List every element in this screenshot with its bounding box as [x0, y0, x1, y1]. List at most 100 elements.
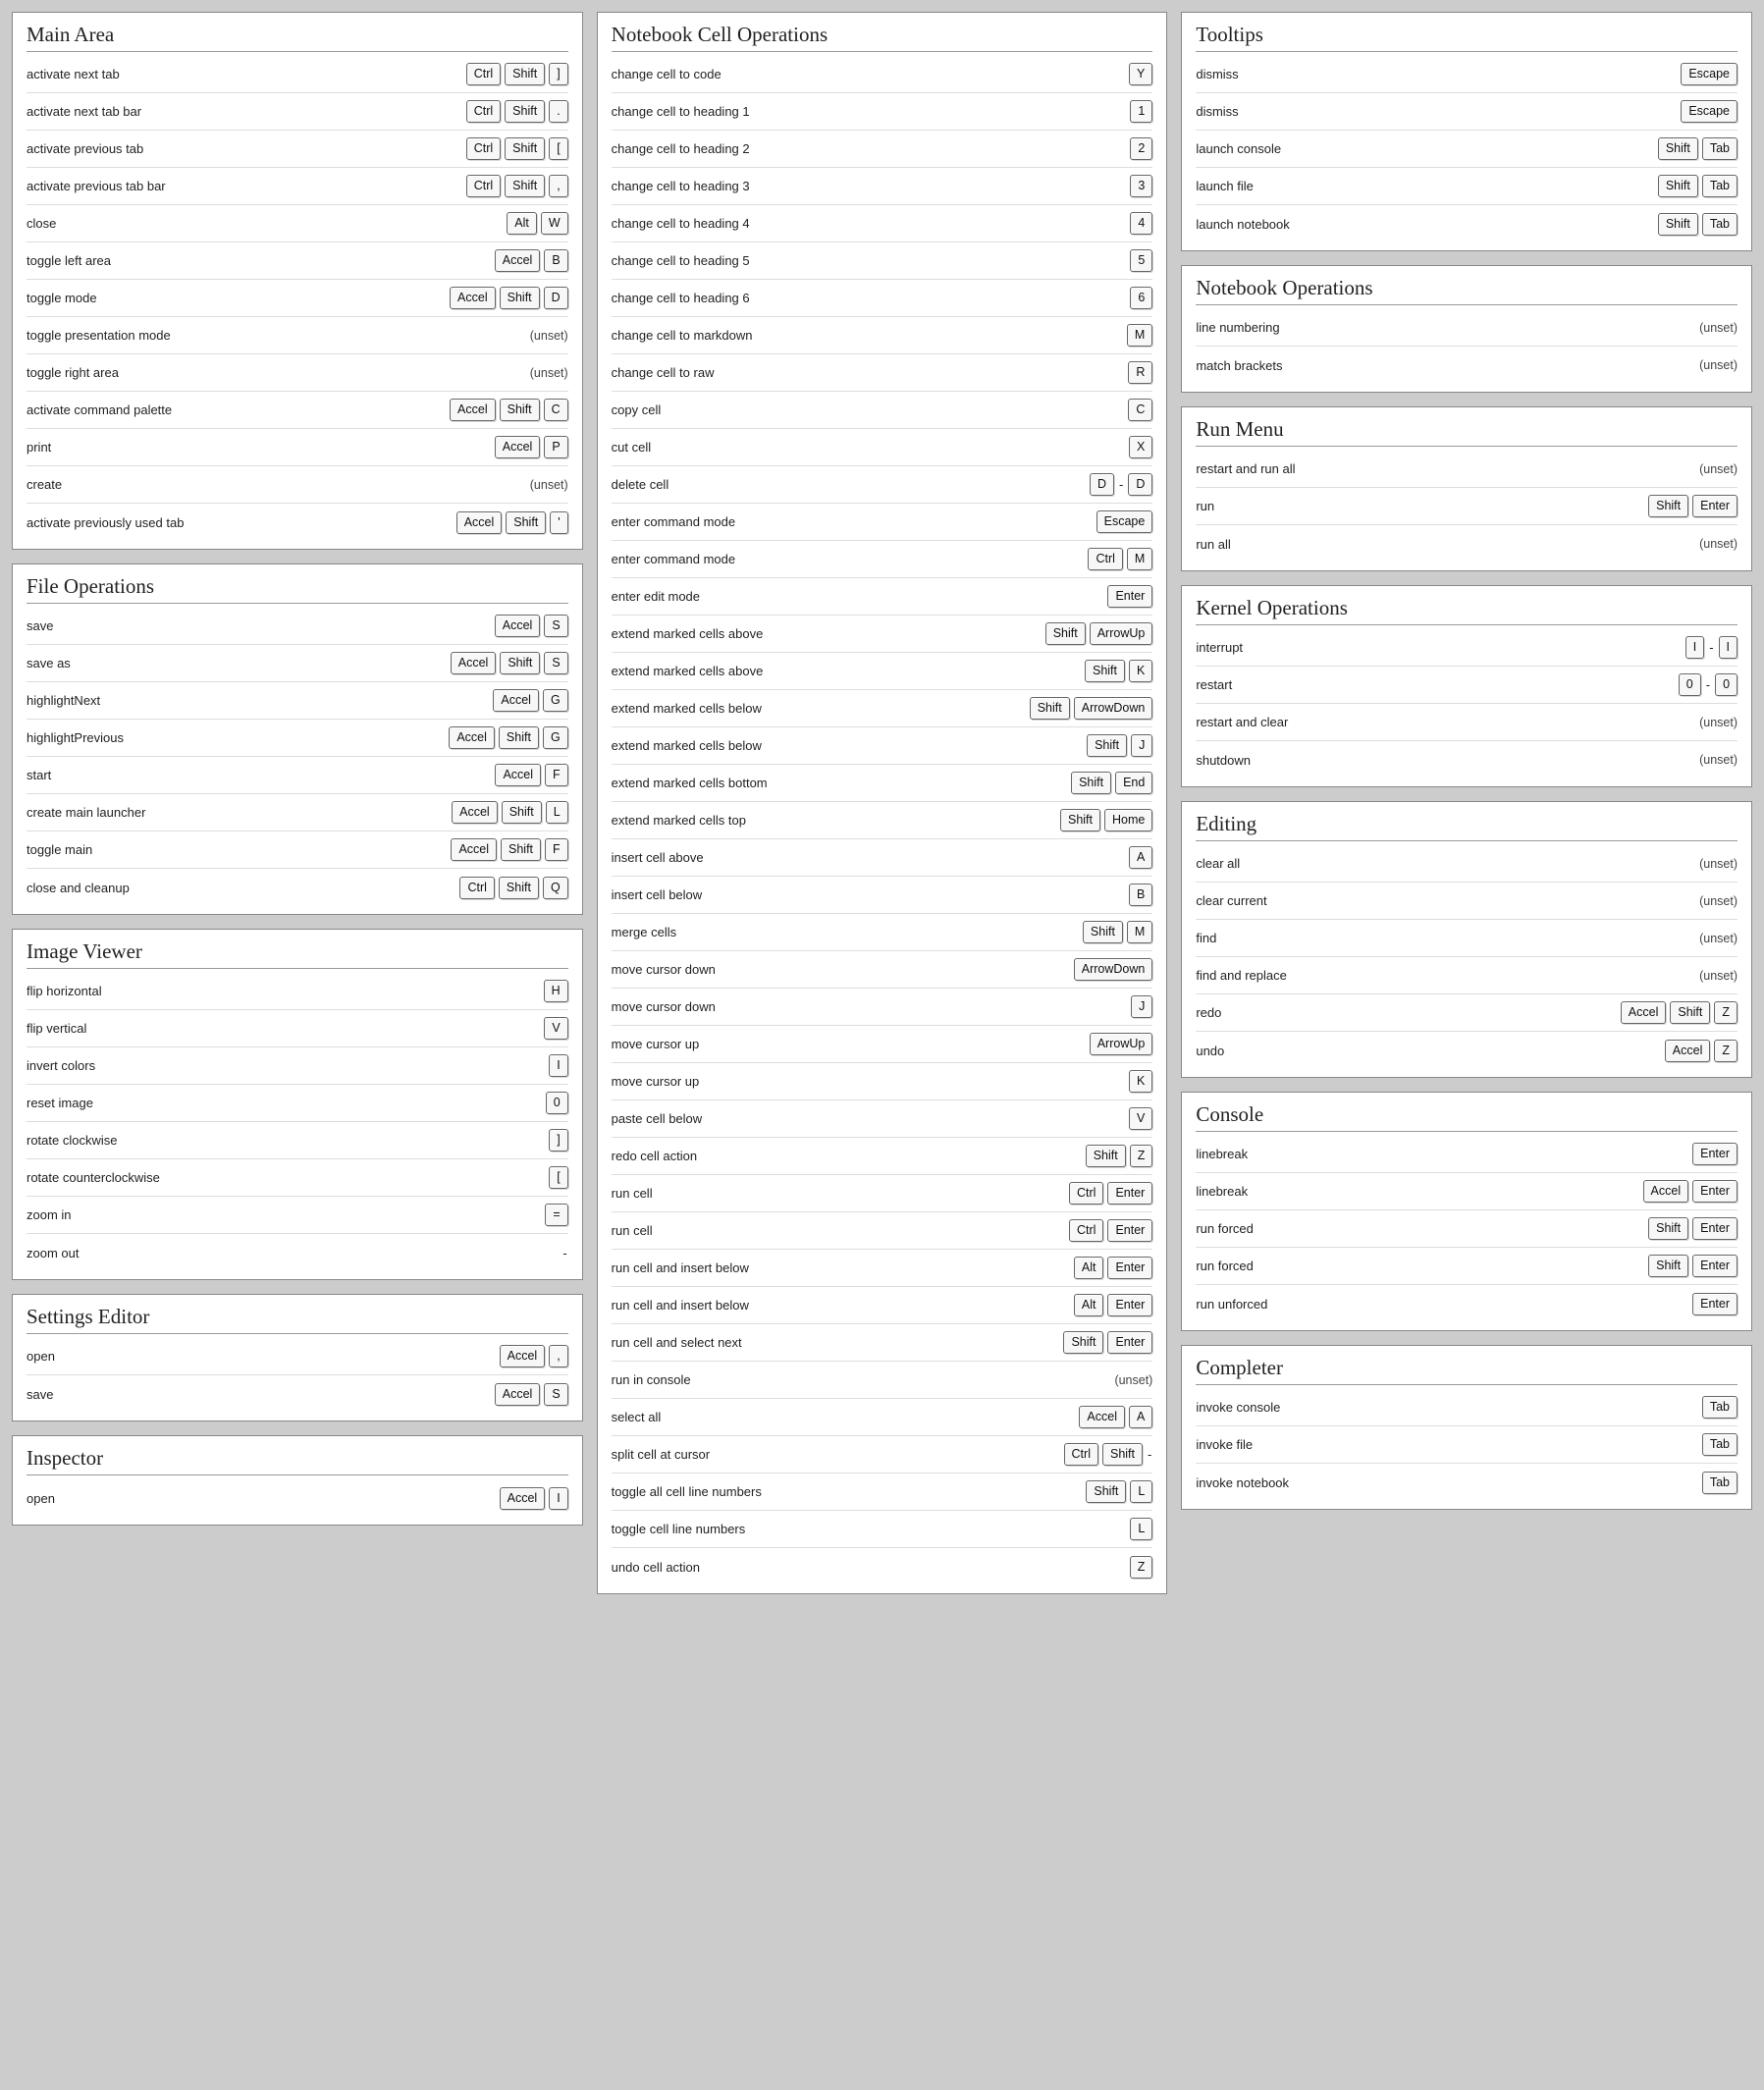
- shortcut-row[interactable]: change cell to codeY: [612, 56, 1153, 93]
- shortcut-row[interactable]: insert cell aboveA: [612, 839, 1153, 877]
- shortcut-row[interactable]: split cell at cursorCtrlShift-: [612, 1436, 1153, 1474]
- shortcut-row[interactable]: toggle presentation mode(unset): [27, 317, 568, 354]
- shortcut-row[interactable]: move cursor downArrowDown: [612, 951, 1153, 989]
- shortcut-row[interactable]: printAccelP: [27, 429, 568, 466]
- shortcut-row[interactable]: delete cellD-D: [612, 466, 1153, 504]
- shortcut-row[interactable]: runShiftEnter: [1196, 488, 1737, 525]
- shortcut-row[interactable]: rotate counterclockwise[: [27, 1159, 568, 1197]
- shortcut-row[interactable]: select allAccelA: [612, 1399, 1153, 1436]
- shortcut-row[interactable]: zoom out-: [27, 1234, 568, 1271]
- shortcut-row[interactable]: paste cell belowV: [612, 1100, 1153, 1138]
- shortcut-row[interactable]: activate command paletteAccelShiftC: [27, 392, 568, 429]
- shortcut-row[interactable]: reset image0: [27, 1085, 568, 1122]
- shortcut-row[interactable]: restart0-0: [1196, 667, 1737, 704]
- shortcut-row[interactable]: move cursor upK: [612, 1063, 1153, 1100]
- shortcut-row[interactable]: flip horizontalH: [27, 973, 568, 1010]
- shortcut-row[interactable]: find and replace(unset): [1196, 957, 1737, 994]
- shortcut-row[interactable]: startAccelF: [27, 757, 568, 794]
- shortcut-row[interactable]: zoom in=: [27, 1197, 568, 1234]
- shortcut-row[interactable]: clear all(unset): [1196, 845, 1737, 883]
- shortcut-row[interactable]: activate next tabCtrlShift]: [27, 56, 568, 93]
- shortcut-row[interactable]: move cursor upArrowUp: [612, 1026, 1153, 1063]
- shortcut-row[interactable]: toggle right area(unset): [27, 354, 568, 392]
- shortcut-row[interactable]: line numbering(unset): [1196, 309, 1737, 347]
- shortcut-row[interactable]: change cell to heading 44: [612, 205, 1153, 242]
- shortcut-row[interactable]: run cell and insert belowAltEnter: [612, 1250, 1153, 1287]
- shortcut-row[interactable]: change cell to markdownM: [612, 317, 1153, 354]
- shortcut-row[interactable]: change cell to heading 11: [612, 93, 1153, 131]
- shortcut-row[interactable]: move cursor downJ: [612, 989, 1153, 1026]
- shortcut-row[interactable]: run cellCtrlEnter: [612, 1175, 1153, 1212]
- shortcut-row[interactable]: save asAccelShiftS: [27, 645, 568, 682]
- shortcut-row[interactable]: toggle mainAccelShiftF: [27, 831, 568, 869]
- shortcut-row[interactable]: toggle left areaAccelB: [27, 242, 568, 280]
- shortcut-row[interactable]: cut cellX: [612, 429, 1153, 466]
- shortcut-row[interactable]: linebreakEnter: [1196, 1136, 1737, 1173]
- shortcut-row[interactable]: change cell to heading 55: [612, 242, 1153, 280]
- shortcut-row[interactable]: merge cellsShiftM: [612, 914, 1153, 951]
- shortcut-row[interactable]: insert cell belowB: [612, 877, 1153, 914]
- shortcut-row[interactable]: extend marked cells topShiftHome: [612, 802, 1153, 839]
- shortcut-row[interactable]: redo cell actionShiftZ: [612, 1138, 1153, 1175]
- shortcut-row[interactable]: toggle modeAccelShiftD: [27, 280, 568, 317]
- shortcut-row[interactable]: activate next tab barCtrlShift.: [27, 93, 568, 131]
- shortcut-row[interactable]: clear current(unset): [1196, 883, 1737, 920]
- shortcut-row[interactable]: copy cellC: [612, 392, 1153, 429]
- shortcut-row[interactable]: saveAccelS: [27, 1375, 568, 1413]
- shortcut-row[interactable]: undoAccelZ: [1196, 1032, 1737, 1069]
- shortcut-row[interactable]: interruptI-I: [1196, 629, 1737, 667]
- shortcut-row[interactable]: openAccel,: [27, 1338, 568, 1375]
- shortcut-row[interactable]: run in console(unset): [612, 1362, 1153, 1399]
- shortcut-row[interactable]: create(unset): [27, 466, 568, 504]
- shortcut-row[interactable]: extend marked cells belowShiftArrowDown: [612, 690, 1153, 727]
- shortcut-row[interactable]: flip verticalV: [27, 1010, 568, 1047]
- shortcut-row[interactable]: create main launcherAccelShiftL: [27, 794, 568, 831]
- shortcut-row[interactable]: run all(unset): [1196, 525, 1737, 563]
- shortcut-row[interactable]: change cell to heading 22: [612, 131, 1153, 168]
- shortcut-row[interactable]: closeAltW: [27, 205, 568, 242]
- shortcut-row[interactable]: invert colorsI: [27, 1047, 568, 1085]
- shortcut-row[interactable]: invoke fileTab: [1196, 1426, 1737, 1464]
- shortcut-row[interactable]: extend marked cells bottomShiftEnd: [612, 765, 1153, 802]
- shortcut-row[interactable]: redoAccelShiftZ: [1196, 994, 1737, 1032]
- shortcut-row[interactable]: activate previous tabCtrlShift[: [27, 131, 568, 168]
- shortcut-row[interactable]: toggle all cell line numbersShiftL: [612, 1474, 1153, 1511]
- shortcut-row[interactable]: enter command modeCtrlM: [612, 541, 1153, 578]
- shortcut-row[interactable]: enter command modeEscape: [612, 504, 1153, 541]
- shortcut-row[interactable]: shutdown(unset): [1196, 741, 1737, 778]
- shortcut-row[interactable]: restart and clear(unset): [1196, 704, 1737, 741]
- shortcut-row[interactable]: extend marked cells aboveShiftK: [612, 653, 1153, 690]
- shortcut-row[interactable]: highlightPreviousAccelShiftG: [27, 720, 568, 757]
- shortcut-row[interactable]: linebreakAccelEnter: [1196, 1173, 1737, 1210]
- shortcut-row[interactable]: invoke consoleTab: [1196, 1389, 1737, 1426]
- shortcut-row[interactable]: activate previous tab barCtrlShift,: [27, 168, 568, 205]
- shortcut-row[interactable]: match brackets(unset): [1196, 347, 1737, 384]
- shortcut-row[interactable]: change cell to heading 66: [612, 280, 1153, 317]
- shortcut-row[interactable]: undo cell actionZ: [612, 1548, 1153, 1585]
- shortcut-row[interactable]: invoke notebookTab: [1196, 1464, 1737, 1501]
- shortcut-row[interactable]: run forcedShiftEnter: [1196, 1248, 1737, 1285]
- shortcut-row[interactable]: enter edit modeEnter: [612, 578, 1153, 616]
- shortcut-row[interactable]: close and cleanupCtrlShiftQ: [27, 869, 568, 906]
- shortcut-row[interactable]: toggle cell line numbersL: [612, 1511, 1153, 1548]
- shortcut-row[interactable]: launch fileShiftTab: [1196, 168, 1737, 205]
- shortcut-row[interactable]: rotate clockwise]: [27, 1122, 568, 1159]
- shortcut-row[interactable]: run cell and select nextShiftEnter: [612, 1324, 1153, 1362]
- shortcut-row[interactable]: change cell to rawR: [612, 354, 1153, 392]
- shortcut-row[interactable]: launch consoleShiftTab: [1196, 131, 1737, 168]
- shortcut-row[interactable]: extend marked cells belowShiftJ: [612, 727, 1153, 765]
- shortcut-row[interactable]: dismissEscape: [1196, 93, 1737, 131]
- shortcut-row[interactable]: change cell to heading 33: [612, 168, 1153, 205]
- shortcut-row[interactable]: highlightNextAccelG: [27, 682, 568, 720]
- shortcut-row[interactable]: run unforcedEnter: [1196, 1285, 1737, 1322]
- shortcut-row[interactable]: saveAccelS: [27, 608, 568, 645]
- shortcut-row[interactable]: openAccelI: [27, 1479, 568, 1517]
- shortcut-row[interactable]: find(unset): [1196, 920, 1737, 957]
- shortcut-row[interactable]: extend marked cells aboveShiftArrowUp: [612, 616, 1153, 653]
- shortcut-row[interactable]: activate previously used tabAccelShift': [27, 504, 568, 541]
- shortcut-row[interactable]: dismissEscape: [1196, 56, 1737, 93]
- shortcut-row[interactable]: launch notebookShiftTab: [1196, 205, 1737, 242]
- shortcut-row[interactable]: run cellCtrlEnter: [612, 1212, 1153, 1250]
- shortcut-row[interactable]: run forcedShiftEnter: [1196, 1210, 1737, 1248]
- shortcut-row[interactable]: restart and run all(unset): [1196, 451, 1737, 488]
